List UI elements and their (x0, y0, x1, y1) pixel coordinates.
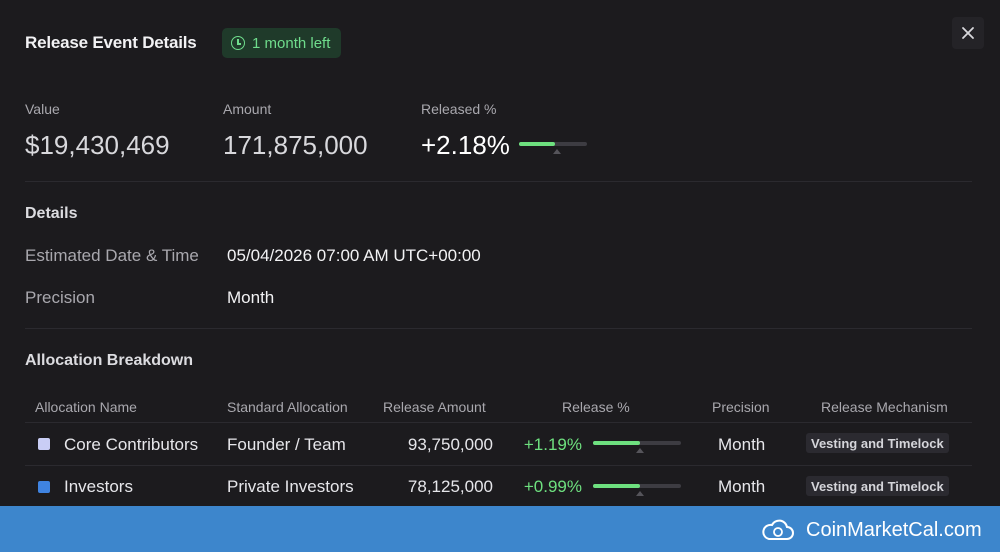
allocation-name: Core Contributors (64, 435, 199, 454)
progress-marker-icon (636, 491, 644, 496)
row-divider (25, 422, 972, 423)
col-precision: Precision (712, 399, 770, 415)
standard-allocation: Private Investors (227, 477, 354, 496)
row-divider (25, 465, 972, 466)
close-button[interactable] (952, 17, 984, 49)
time-left-badge: 1 month left (222, 28, 342, 58)
precision-value: Month (227, 288, 275, 307)
release-pct: +1.19% (523, 435, 582, 454)
date-label: Estimated Date & Time (25, 246, 199, 265)
col-standard-allocation: Standard Allocation (227, 399, 348, 415)
col-allocation-name: Allocation Name (35, 399, 137, 415)
close-icon (962, 27, 974, 39)
row-precision: Month (718, 435, 766, 454)
release-pct: +0.99% (523, 477, 582, 496)
row-precision: Month (718, 477, 766, 496)
col-release-pct: Release % (562, 399, 630, 415)
date-value: 05/04/2026 07:00 AM UTC+00:00 (227, 246, 481, 265)
released-progress-fill (519, 142, 556, 146)
release-amount: 78,125,000 (407, 477, 493, 496)
release-event-modal: Release Event Details 1 month left Value… (25, 17, 984, 496)
divider (25, 181, 972, 182)
released-progress-bar (519, 142, 587, 154)
allocation-title: Allocation Breakdown (25, 352, 194, 369)
modal-title: Release Event Details (25, 33, 197, 52)
allocation-swatch (38, 481, 50, 493)
release-mechanism-tag: Vesting and Timelock (806, 433, 949, 453)
allocation-swatch (38, 438, 50, 450)
release-amount: 93,750,000 (407, 435, 493, 454)
time-left-text: 1 month left (252, 34, 331, 52)
progress-marker-icon (553, 149, 561, 154)
release-mechanism-tag: Vesting and Timelock (806, 476, 949, 496)
divider (25, 328, 972, 329)
col-release-amount: Release Amount (383, 399, 486, 415)
value-amount: $19,430,469 (25, 130, 170, 160)
precision-label: Precision (25, 288, 95, 307)
details-title: Details (25, 205, 78, 222)
release-progress-fill (593, 484, 640, 488)
released-value: +2.18% (421, 130, 510, 160)
clock-icon (231, 36, 245, 50)
standard-allocation: Founder / Team (227, 435, 346, 454)
release-progress-fill (593, 441, 640, 445)
col-release-mechanism: Release Mechanism (821, 399, 948, 415)
release-progress-bar (593, 484, 681, 496)
cloud-coin-icon (762, 519, 794, 540)
value-label: Value (25, 101, 60, 117)
amount-label: Amount (223, 101, 272, 117)
amount-value: 171,875,000 (223, 130, 368, 160)
brand-link[interactable]: CoinMarketCal.com (806, 519, 982, 541)
released-label: Released % (421, 101, 497, 117)
footer-bar: CoinMarketCal.com (0, 506, 1000, 552)
progress-marker-icon (636, 448, 644, 453)
release-progress-bar (593, 441, 681, 453)
allocation-name: Investors (64, 477, 133, 496)
